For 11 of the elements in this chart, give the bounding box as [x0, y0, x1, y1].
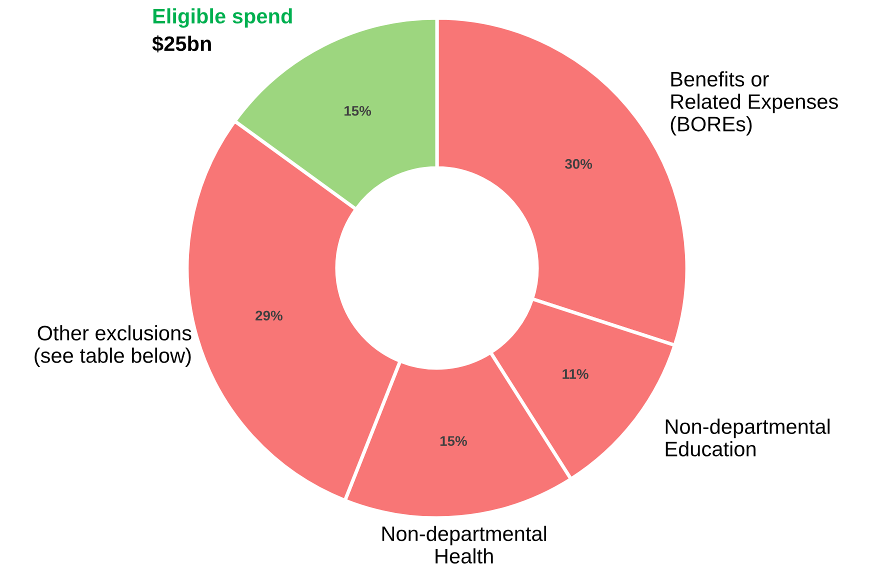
data-label: 29%: [256, 310, 282, 321]
slice-label: Non-departmental Health: [382, 526, 546, 564]
slice-label: Benefits or Related Expenses (BOREs): [670, 71, 838, 136]
data-label: 30%: [565, 159, 592, 169]
slice-label: Other exclusions (see table below): [34, 325, 192, 368]
data-label: 15%: [344, 106, 372, 116]
slice-label: Non-departmental Education: [666, 418, 830, 456]
data-label: 11%: [562, 369, 588, 379]
text: $25bn: [152, 35, 211, 52]
slice-label: Eligible spend: [153, 8, 292, 28]
data-label: 15%: [440, 436, 468, 446]
